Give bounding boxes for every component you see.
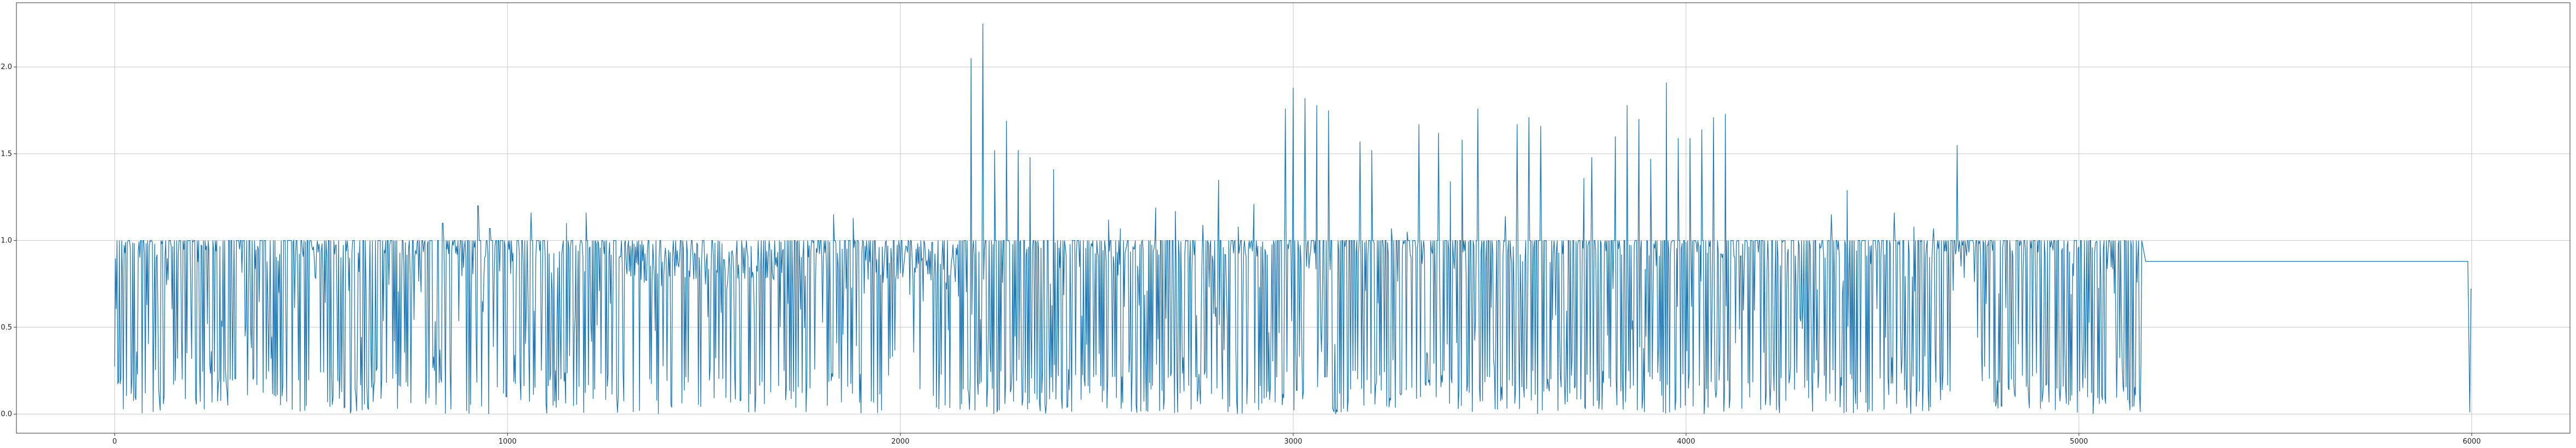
series-line <box>114 23 2472 415</box>
y-tick-label: 1.0 <box>1 237 12 245</box>
y-tick-label: 2.0 <box>1 63 12 71</box>
x-tick-label: 0 <box>112 438 117 446</box>
y-tick-label: 1.5 <box>1 150 12 158</box>
x-tick-label: 5000 <box>2070 438 2088 446</box>
x-tick-label: 4000 <box>1677 438 1695 446</box>
grid-layer <box>16 3 2570 433</box>
x-tick-label: 2000 <box>892 438 910 446</box>
y-tick-label: 0.5 <box>1 324 12 332</box>
x-tick-label: 3000 <box>1284 438 1302 446</box>
y-tick-label: 0.0 <box>1 410 12 418</box>
x-tick-label: 6000 <box>2463 438 2481 446</box>
x-tick-label: 1000 <box>499 438 517 446</box>
series-layer <box>114 23 2472 415</box>
